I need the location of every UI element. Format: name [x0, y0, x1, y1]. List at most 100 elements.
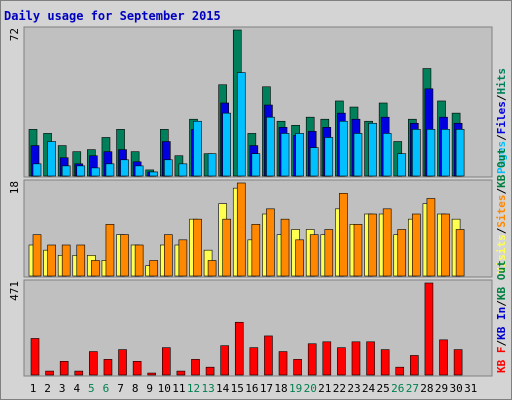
bar-hits-pages-26: [397, 153, 407, 177]
legend-text-visits: Visits/Sites/KB Out: [495, 148, 508, 274]
bar-visits-sites-9: [149, 260, 159, 277]
bar-hits-pages-30: [455, 129, 465, 177]
legend-hits: Pages/Files/Hits: [495, 68, 508, 174]
bar-kbytes-kb-f-21: [322, 341, 332, 376]
bar-visits-sites-10: [164, 234, 173, 277]
bar-visits-sites-7: [120, 234, 129, 277]
day-label-3: 3: [59, 382, 66, 395]
bar-hits-pages-10: [164, 159, 173, 177]
bar-kbytes-kb-f-5: [89, 351, 98, 376]
bar-visits-sites-14: [222, 218, 231, 277]
day-label-6: 6: [103, 382, 110, 395]
bar-visits-sites-12: [193, 218, 202, 277]
bar-visits-sites-15: [236, 182, 246, 277]
bar-visits-sites-1: [32, 234, 42, 277]
bar-kbytes-kb-f-25: [380, 349, 390, 376]
bar-visits-sites-22: [339, 193, 348, 277]
bar-kbytes-kb-f-24: [366, 341, 375, 376]
bar-kbytes-kb-f-30: [453, 349, 463, 376]
bar-hits-pages-2: [47, 141, 56, 177]
ymax-label-visits: 18: [8, 181, 21, 194]
bar-visits-sites-20: [309, 234, 319, 277]
bar-kbytes-kb-f-26: [395, 366, 405, 376]
day-label-11: 11: [172, 382, 185, 395]
day-label-10: 10: [158, 382, 171, 395]
bar-hits-pages-5: [91, 167, 100, 177]
legend-separator: /: [495, 134, 508, 141]
bar-hits-pages-1: [32, 163, 42, 177]
bar-visits-sites-27: [412, 213, 421, 277]
day-label-29: 29: [435, 382, 448, 395]
bar-hits-pages-4: [76, 165, 86, 177]
bar-visits-sites-3: [61, 244, 71, 277]
bar-visits-sites-2: [47, 244, 56, 277]
bar-kbytes-kb-f-6: [103, 359, 113, 376]
bar-hits-pages-7: [120, 159, 129, 177]
bar-kbytes-kb-f-15: [234, 321, 244, 376]
day-label-30: 30: [449, 382, 462, 395]
bar-kbytes-kb-f-10: [162, 347, 171, 376]
bar-hits-pages-6: [105, 163, 115, 177]
day-label-22: 22: [333, 382, 346, 395]
bar-kbytes-kb-f-18: [278, 351, 288, 376]
legend-text-kbytes: KB F/KB In/KB Out: [495, 260, 508, 373]
bar-hits-pages-17: [266, 116, 275, 177]
bar-visits-sites-16: [251, 224, 261, 277]
bar-kbytes-kb-f-27: [410, 355, 419, 376]
bar-kbytes-kb-f-20: [307, 343, 317, 376]
day-label-15: 15: [231, 382, 244, 395]
bar-visits-sites-23: [353, 224, 363, 277]
bar-hits-pages-24: [368, 122, 377, 177]
day-label-26: 26: [391, 382, 404, 395]
legend-separator: /: [495, 227, 508, 234]
bar-hits-pages-3: [61, 165, 71, 177]
bar-kbytes-kb-f-16: [249, 347, 259, 376]
day-label-19: 19: [289, 382, 302, 395]
day-label-9: 9: [146, 382, 153, 395]
bar-kbytes-kb-f-11: [176, 370, 186, 376]
day-label-17: 17: [260, 382, 273, 395]
day-label-23: 23: [347, 382, 360, 395]
bar-hits-pages-20: [309, 147, 319, 177]
bar-visits-sites-25: [382, 208, 392, 277]
legend-item-sites: Sites: [495, 195, 508, 228]
bar-kbytes-kb-f-17: [264, 335, 273, 376]
bar-visits-sites-29: [441, 213, 450, 277]
bar-visits-sites-18: [280, 218, 290, 277]
bar-kbytes-kb-f-23: [351, 341, 361, 376]
legend-item-hits: Hits: [495, 68, 508, 95]
legend-separator: /: [495, 94, 508, 101]
day-label-21: 21: [318, 382, 331, 395]
day-label-5: 5: [88, 382, 95, 395]
bar-hits-pages-9: [149, 171, 159, 177]
legend-separator: /: [495, 340, 508, 347]
legend-kbytes: KB F/KB In/KB Out: [495, 260, 508, 373]
day-label-24: 24: [362, 382, 376, 395]
bar-hits-pages-21: [324, 137, 334, 177]
bar-visits-sites-24: [368, 213, 377, 277]
bar-visits-sites-8: [134, 244, 144, 277]
bar-hits-pages-22: [339, 120, 348, 177]
day-label-28: 28: [420, 382, 433, 395]
bar-hits-pages-12: [193, 120, 202, 177]
legend-item-kb-out: KB Out: [495, 148, 508, 188]
day-label-2: 2: [44, 382, 51, 395]
bar-kbytes-kb-f-29: [439, 339, 448, 376]
legend-item-kb-out: KB Out: [495, 260, 508, 300]
bar-kbytes-kb-f-1: [30, 338, 40, 376]
bar-visits-sites-28: [426, 198, 436, 277]
bar-visits-sites-11: [178, 239, 188, 277]
bar-hits-pages-28: [426, 129, 436, 177]
bar-hits-pages-8: [134, 165, 144, 177]
bar-visits-sites-26: [397, 229, 407, 277]
bar-kbytes-kb-f-8: [132, 361, 142, 376]
bar-hits-pages-15: [236, 72, 246, 177]
day-label-14: 14: [216, 382, 230, 395]
bar-kbytes-kb-f-3: [59, 361, 69, 376]
legend-item-kb-in: KB In: [495, 307, 508, 340]
day-label-25: 25: [377, 382, 390, 395]
